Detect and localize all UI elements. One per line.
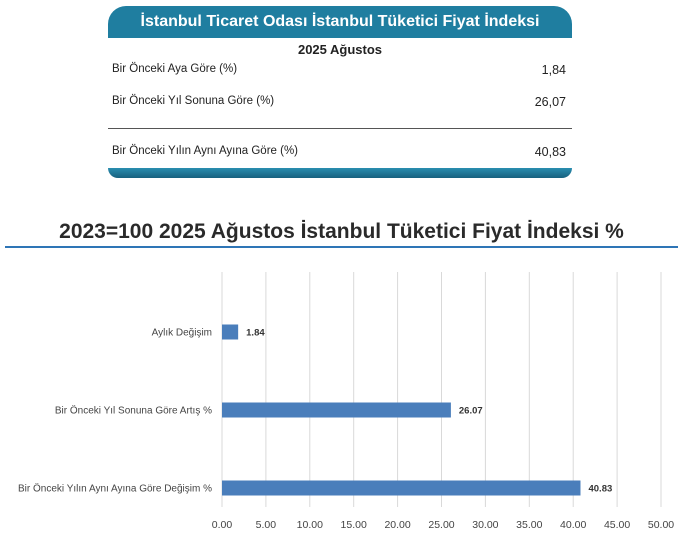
row-value-year-end: 26,07 — [534, 95, 566, 109]
data-label: 1.84 — [246, 328, 265, 339]
row-value-monthly: 1,84 — [541, 63, 566, 77]
table-title: İstanbul Ticaret Odası İstanbul Tüketici… — [108, 6, 572, 38]
x-tick-label: 40.00 — [560, 519, 586, 531]
cpi-summary-table: İstanbul Ticaret Odası İstanbul Tüketici… — [108, 6, 572, 178]
row-label-monthly: Bir Önceki Aya Göre (%) — [112, 63, 238, 75]
table-period: 2025 Ağustos — [297, 42, 383, 57]
data-label: 26.07 — [459, 406, 483, 417]
bar — [222, 480, 581, 496]
bar — [222, 324, 239, 340]
x-tick-label: 30.00 — [472, 519, 498, 531]
row-divider — [108, 128, 572, 129]
x-tick-label: 10.00 — [297, 519, 323, 531]
x-tick-label: 5.00 — [256, 519, 277, 531]
category-label: Bir Önceki Yıl Sonuna Göre Artış % — [55, 405, 212, 417]
row-label-year-end: Bir Önceki Yıl Sonuna Göre (%) — [112, 95, 275, 107]
x-tick-label: 35.00 — [516, 519, 542, 531]
data-label: 40.83 — [588, 484, 612, 495]
title-underline — [5, 246, 678, 248]
x-tick-label: 20.00 — [384, 519, 410, 531]
category-label: Bir Önceki Yılın Aynı Ayına Göre Değişim… — [18, 483, 212, 495]
x-tick-label: 0.00 — [212, 519, 233, 531]
x-tick-label: 15.00 — [341, 519, 367, 531]
row-value-annual: 40,83 — [534, 145, 566, 159]
chart-title: 2023=100 2025 Ağustos İstanbul Tüketici … — [59, 220, 624, 243]
bar — [222, 402, 451, 418]
x-tick-label: 25.00 — [428, 519, 454, 531]
x-tick-label: 45.00 — [604, 519, 630, 531]
category-label: Aylık Değişim — [152, 328, 212, 339]
table-footer-bar — [108, 168, 572, 178]
x-tick-label: 50.00 — [648, 519, 674, 531]
row-label-annual: Bir Önceki Yılın Aynı Ayına Göre (%) — [112, 145, 299, 157]
